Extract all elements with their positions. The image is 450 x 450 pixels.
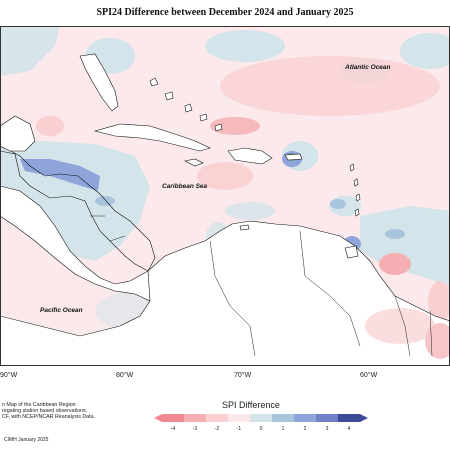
lon-tick-90w: 90°W xyxy=(0,372,18,379)
lon-tick-80w: 80°W xyxy=(116,372,134,379)
atlantic-ocean-label: Atlantic Ocean xyxy=(344,64,391,71)
south-america-colors xyxy=(365,308,450,359)
legend-arrow-high xyxy=(360,414,368,422)
legend-tick-label: 3 xyxy=(326,426,329,432)
caribbean-sea-label: Caribbean Sea xyxy=(162,183,208,190)
pacific-ocean-label: Pacific Ocean xyxy=(40,307,83,314)
legend-swatch xyxy=(272,414,294,422)
legend-swatch xyxy=(250,414,272,422)
lon-tick-70w: 70°W xyxy=(234,372,252,379)
legend-tick-label: -3 xyxy=(193,426,198,432)
legend-swatch xyxy=(316,414,338,422)
country-borders xyxy=(90,215,433,357)
legend-swatch xyxy=(206,414,228,422)
data-credits: n Map of the Caribbean Region regating s… xyxy=(2,402,122,421)
credit-line: CF, with NCEP/NCAR Reanalysis Data. xyxy=(2,414,96,421)
legend-tick-label: 2 xyxy=(304,426,307,432)
legend-swatch xyxy=(162,414,184,422)
legend-tick-label: 0 xyxy=(260,426,263,432)
legend-swatch xyxy=(294,414,316,422)
footer-credit: CIMH January 2025 xyxy=(4,437,49,443)
map-panel: Atlantic Ocean Caribbean Sea Pacific Oce… xyxy=(0,26,450,366)
legend-tick-label: -4 xyxy=(171,426,176,432)
spi-difference-map: Atlantic Ocean Caribbean Sea Pacific Oce… xyxy=(0,26,450,366)
negative-anomaly-areas xyxy=(36,56,450,321)
legend-tick-label: -1 xyxy=(237,426,242,432)
legend-swatch xyxy=(184,414,206,422)
legend-arrow-low xyxy=(154,414,162,422)
legend-swatch xyxy=(338,414,360,422)
legend-title: SPI Difference xyxy=(222,400,280,410)
legend-tick-label: 4 xyxy=(348,426,351,432)
legend-swatch xyxy=(228,414,250,422)
landmasses xyxy=(0,53,450,366)
lon-tick-60w: 60°W xyxy=(360,372,378,379)
map-title: SPI24 Difference between December 2024 a… xyxy=(96,7,354,18)
color-legend: -4 -3 -2 -1 0 1 2 3 4 xyxy=(154,414,368,432)
legend-tick-label: 1 xyxy=(282,426,285,432)
legend-tick-label: -2 xyxy=(215,426,220,432)
credit-line: regating station based observations, xyxy=(2,408,88,415)
credit-line: n Map of the Caribbean Region xyxy=(2,402,76,408)
